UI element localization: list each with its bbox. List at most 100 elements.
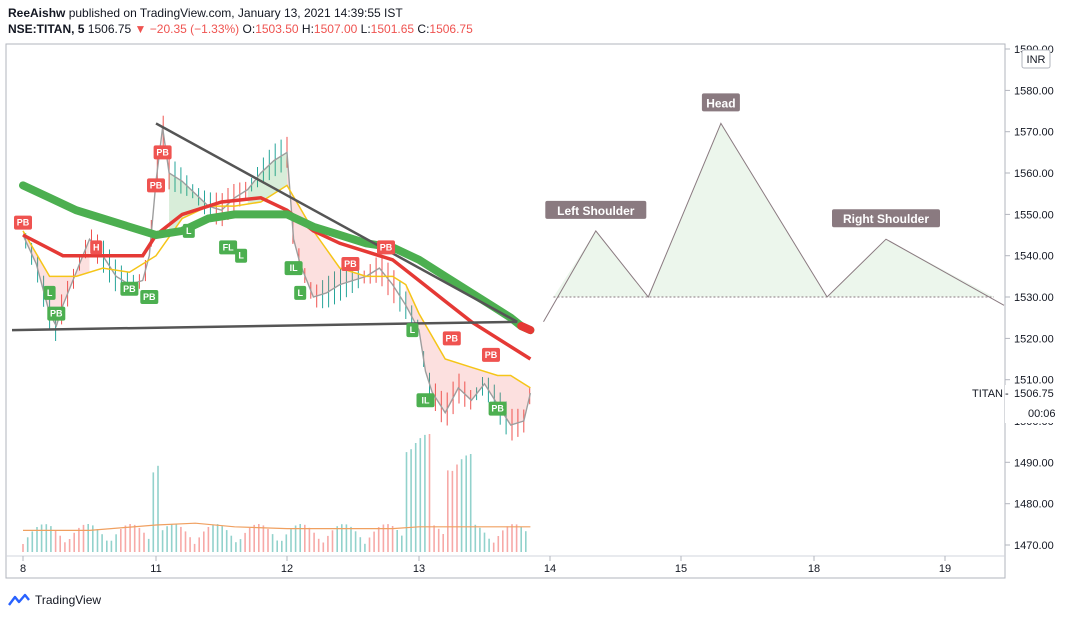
y-tick-label: 1550.00	[1014, 209, 1054, 221]
signal-markers: PB H L PB PB PB PB PB L FL L IL L PB PB L PB PB IL PB	[14, 145, 507, 416]
ema-yellow-line	[22, 184, 531, 389]
open-label: O:	[242, 22, 256, 36]
pattern-label-bg-1	[701, 93, 740, 112]
signal-marker-7[interactable]: PB	[150, 180, 163, 190]
open-value: 1503.50	[255, 22, 299, 36]
x-tick-label: 18	[808, 563, 820, 575]
signal-marker-bg-11	[284, 261, 303, 276]
signal-marker-bg-6	[153, 145, 172, 160]
signal-marker-2[interactable]: L	[47, 288, 53, 298]
signal-marker-3[interactable]: PB	[50, 309, 63, 319]
pattern-label-2[interactable]: Right Shoulder	[843, 212, 929, 226]
signal-marker-bg-19	[488, 401, 507, 416]
ema-green-tip	[517, 321, 535, 335]
close-value: 1506.75	[429, 22, 473, 36]
currency-box-frame	[1021, 49, 1051, 69]
currency-box[interactable]: INR	[1021, 49, 1051, 69]
time-axis[interactable]: 8 11 12 13 14 15 18 19	[20, 556, 951, 575]
y-tick-label: 1520.00	[1014, 333, 1054, 345]
volume-ma-line	[23, 522, 531, 531]
signal-marker-bg-0	[14, 215, 32, 230]
pattern-label-0[interactable]: Left Shoulder	[557, 204, 635, 218]
pattern-labels: Left Shoulder Head Right Shoulder	[545, 93, 940, 228]
y-tick-label: 1570.00	[1014, 127, 1054, 139]
change-value: −20.35 (−1.33%)	[149, 22, 240, 36]
brand-name[interactable]: TradingView	[35, 593, 102, 607]
signal-marker-13[interactable]: PB	[344, 259, 357, 269]
signal-marker-bg-3	[47, 306, 66, 321]
signal-marker-8[interactable]: L	[186, 226, 192, 236]
y-tick-label: 1560.00	[1014, 168, 1054, 180]
low-value: 1501.65	[370, 22, 415, 36]
close-label: C:	[417, 22, 430, 36]
ema-green-line	[19, 181, 535, 335]
signal-marker-bg-15	[406, 323, 419, 338]
x-tick-label: 14	[544, 563, 556, 575]
y-tick-label: 1540.00	[1014, 251, 1054, 263]
signal-marker-bg-17	[482, 347, 500, 362]
high-label: H:	[301, 22, 314, 36]
last-price-dash: -	[1005, 388, 1009, 400]
symbol-info: NSE:TITAN, 5 1506.75 ▼ −20.35 (−1.33%) O…	[8, 22, 473, 36]
signal-marker-14[interactable]: PB	[380, 242, 393, 252]
signal-marker-bg-12	[294, 285, 307, 300]
high-value: 1507.00	[313, 22, 358, 36]
cloud-fill-green	[169, 152, 287, 238]
pattern-label-bg-0	[545, 200, 647, 219]
last-price-label: TITAN - 1506.75 00:06	[972, 385, 1068, 423]
symbol-name: NSE:TITAN, 5	[8, 22, 85, 36]
pattern-label-bg-2	[832, 209, 940, 228]
signal-marker-bg-14	[377, 240, 395, 255]
signal-marker-bg-10	[235, 248, 248, 263]
y-tick-label: 1530.00	[1014, 292, 1054, 304]
signal-marker-15[interactable]: L	[410, 325, 416, 335]
y-tick-label: 1470.00	[1014, 540, 1054, 552]
signal-marker-17[interactable]: PB	[485, 350, 498, 360]
signal-marker-19[interactable]: PB	[491, 404, 504, 414]
tradingview-logo-icon	[8, 593, 30, 606]
currency-label: INR	[1027, 54, 1046, 66]
signal-marker-bg-13	[341, 257, 360, 271]
last-price-value: 1506.75	[1014, 388, 1054, 400]
triangle-lower-line[interactable]	[11, 320, 518, 332]
head-shoulders-pattern[interactable]	[543, 122, 1005, 323]
signal-marker-18[interactable]: IL	[422, 395, 431, 405]
signal-marker-10[interactable]: L	[238, 251, 244, 261]
x-tick-label: 15	[675, 563, 687, 575]
signal-marker-bg-8	[182, 223, 195, 238]
signal-marker-4[interactable]: PB	[123, 284, 136, 294]
last-price-bg	[1005, 385, 1068, 423]
x-tick-label: 13	[413, 563, 425, 575]
triangle-upper-line[interactable]	[155, 122, 518, 323]
price-axis[interactable]: 1590.001580.001570.001560.001550.001540.…	[1005, 44, 1054, 552]
y-tick-label: 1580.00	[1014, 85, 1054, 97]
signal-marker-bg-5	[140, 290, 159, 304]
bar-countdown: 00:06	[1028, 408, 1056, 420]
low-label: L:	[360, 22, 371, 36]
author-name[interactable]: ReeAishw	[8, 6, 66, 20]
signal-marker-bg-7	[147, 178, 165, 193]
signal-marker-1[interactable]: H	[93, 242, 100, 252]
signal-marker-bg-1	[90, 240, 103, 255]
signal-marker-5[interactable]: PB	[143, 292, 156, 302]
signal-marker-16[interactable]: PB	[446, 333, 459, 343]
signal-marker-11[interactable]: IL	[290, 263, 299, 273]
signal-marker-bg-9	[219, 240, 238, 255]
signal-marker-bg-2	[43, 285, 56, 300]
volume-bars	[22, 434, 527, 552]
signal-marker-bg-18	[416, 393, 435, 408]
y-tick-label: 1490.00	[1014, 457, 1054, 469]
signal-marker-0[interactable]: PB	[17, 218, 30, 228]
x-tick-label: 12	[281, 563, 293, 575]
y-tick-label: 1480.00	[1014, 499, 1054, 511]
x-tick-label: 11	[150, 563, 161, 575]
last-price-symbol: TITAN	[972, 388, 1003, 400]
publish-text: published on TradingView.com, January 13…	[68, 6, 403, 20]
pattern-label-1[interactable]: Head	[706, 96, 735, 110]
signal-marker-9[interactable]: FL	[223, 242, 234, 252]
signal-marker-6[interactable]: PB	[156, 147, 169, 157]
x-tick-label: 19	[939, 563, 951, 575]
signal-marker-12[interactable]: L	[297, 288, 303, 298]
y-tick-label: 1510.00	[1014, 375, 1054, 387]
